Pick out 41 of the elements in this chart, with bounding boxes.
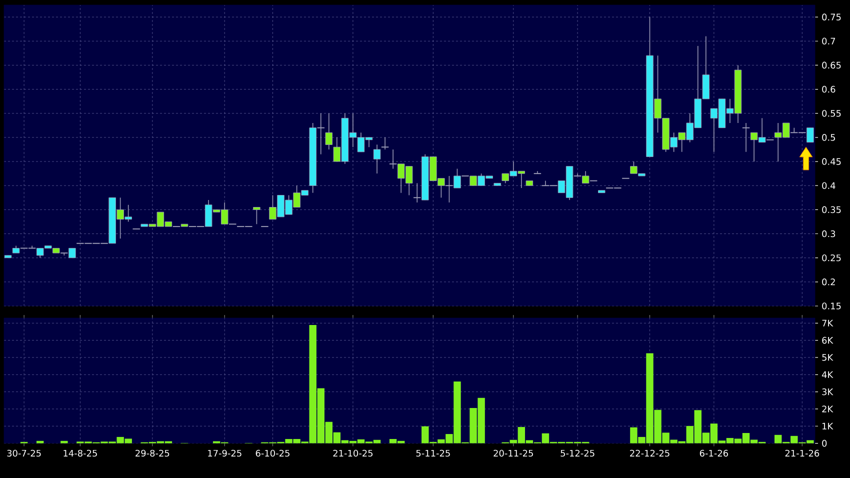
- y-tick-label: 0.5: [822, 134, 836, 141]
- x-tick-label: 29-8-25: [136, 450, 170, 457]
- x-tick-label: 30-7-25: [7, 450, 41, 457]
- candlestick: [325, 112, 333, 150]
- candlestick: [380, 137, 390, 150]
- y-tick-label: 6K: [822, 336, 834, 344]
- x-tick-label: 20-11-25: [494, 450, 533, 457]
- y-tick-label: 0.65: [822, 62, 841, 69]
- x-tick-label: 14-8-25: [64, 450, 97, 457]
- x-tick-label: 6-1-26: [700, 450, 728, 457]
- candlestick: [253, 206, 260, 225]
- bar: [36, 440, 44, 444]
- x-tick-label: 21-1-26: [785, 450, 820, 457]
- y-tick-label: 0.7: [822, 38, 836, 45]
- y-tick-label: 0.2: [822, 278, 835, 286]
- x-tick-label: 6-10-25: [256, 450, 290, 457]
- y-tick-label: 0.75: [822, 14, 841, 20]
- y-tick-label: 0.35: [822, 206, 841, 214]
- y-tick-label: 0.15: [822, 302, 841, 310]
- bar: [60, 440, 68, 444]
- y-tick-label: 0.25: [822, 254, 841, 262]
- y-tick-label: 0.6: [822, 86, 836, 93]
- y-tick-label: 3K: [822, 388, 834, 396]
- y-tick-label: 0.55: [822, 110, 841, 117]
- x-tick-label: 5-11-25: [416, 450, 450, 457]
- candlestick: [742, 122, 750, 152]
- y-tick-label: 0.3: [822, 230, 836, 238]
- candlestick: [533, 170, 542, 174]
- y-tick-label: 5K: [822, 354, 834, 361]
- x-tick-label: 5-12-25: [560, 450, 594, 457]
- y-tick-label: 4K: [822, 371, 834, 378]
- x-tick-label: 17-9-25: [208, 450, 242, 457]
- y-tick-label: 1K: [822, 422, 834, 430]
- x-tick-label: 21-10-25: [333, 450, 373, 457]
- y-tick-label: 0: [822, 440, 827, 447]
- y-tick-label: 0.45: [822, 158, 841, 165]
- y-tick-label: 0.4: [822, 182, 836, 189]
- y-tick-label: 2K: [822, 406, 834, 412]
- x-tick-label: 22-12-25: [630, 450, 670, 457]
- y-tick-label: 7K: [822, 320, 834, 326]
- candlestick: [373, 144, 381, 174]
